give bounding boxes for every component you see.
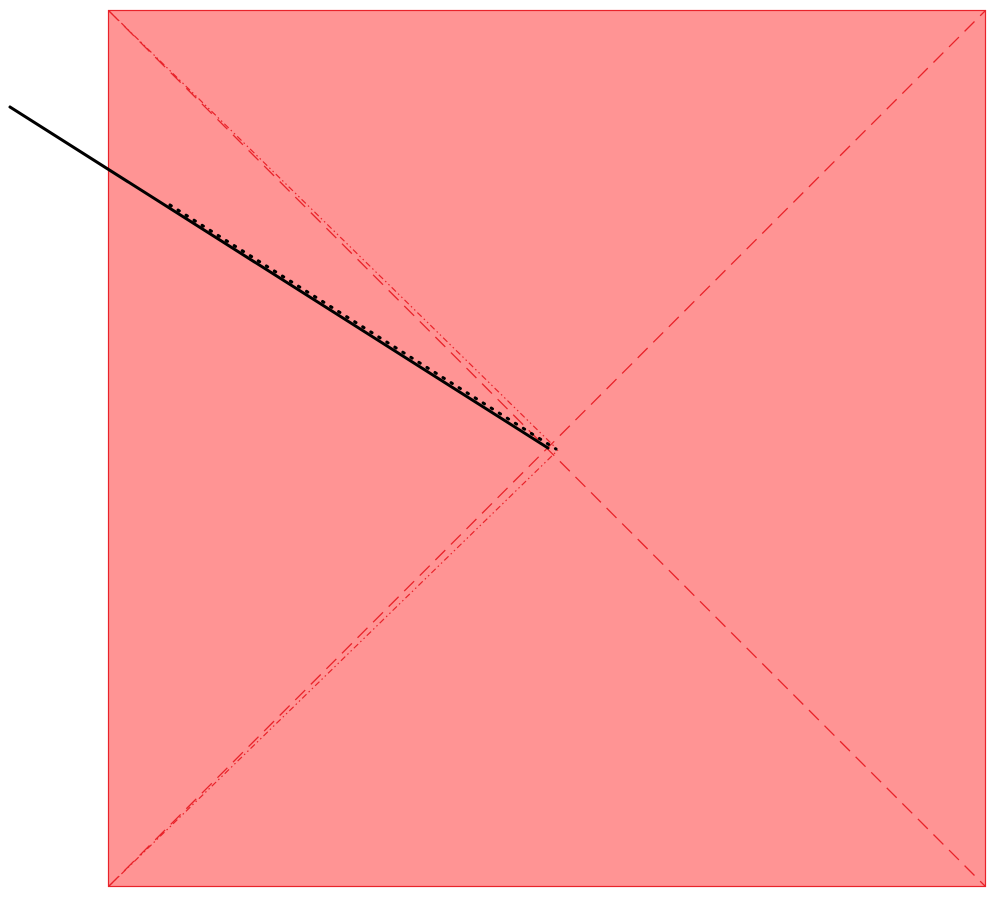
black-dotted-segment	[168, 203, 558, 451]
black-segment	[8, 105, 550, 450]
diagonal-down-dotted	[108, 10, 559, 451]
diagonal-up-dotted	[108, 449, 559, 887]
